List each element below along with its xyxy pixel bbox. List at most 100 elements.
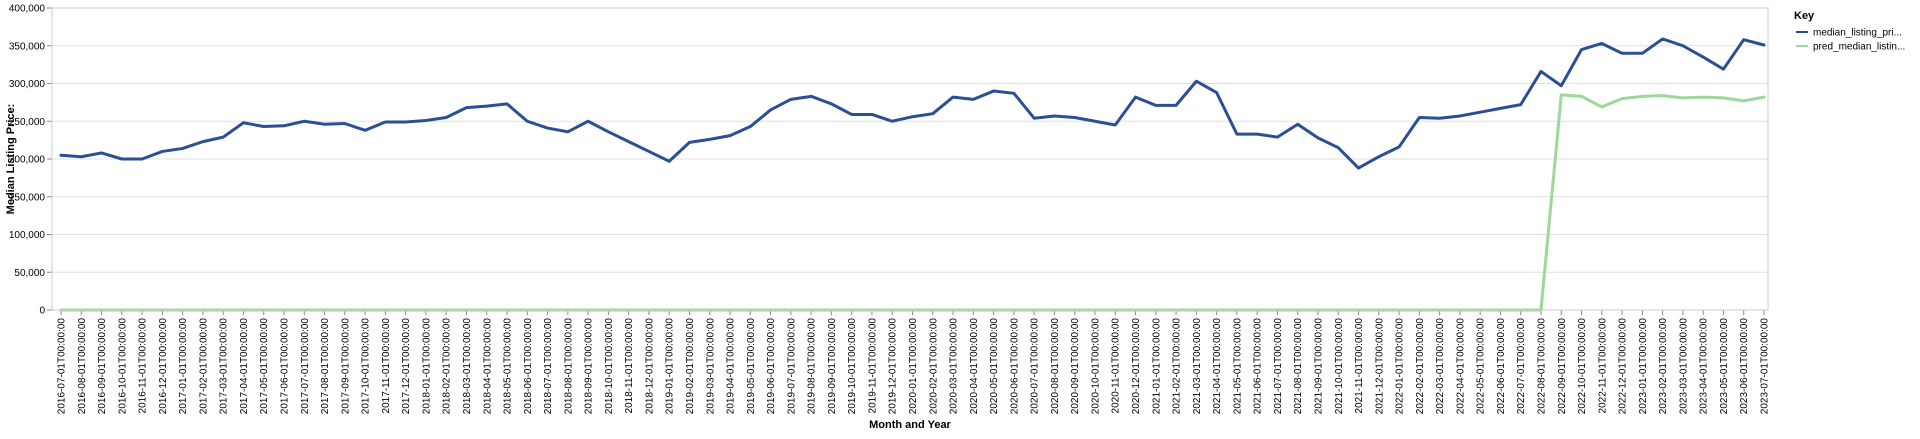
x-tick-label: 2023-07-01T00:00:00 bbox=[1760, 318, 1771, 415]
x-tick-label: 2023-02-01T00:00:00 bbox=[1658, 318, 1669, 415]
x-tick-label: 2017-09-01T00:00:00 bbox=[340, 318, 351, 415]
x-tick-label: 2022-05-01T00:00:00 bbox=[1476, 318, 1487, 415]
x-tick-label: 2022-02-01T00:00:00 bbox=[1415, 318, 1426, 415]
x-tick-label: 2017-10-01T00:00:00 bbox=[361, 318, 372, 415]
x-tick-label: 2021-02-01T00:00:00 bbox=[1172, 318, 1183, 415]
x-tick-label: 2020-05-01T00:00:00 bbox=[989, 318, 1000, 415]
y-tick-label: 50,000 bbox=[14, 268, 45, 279]
x-tick-label: 2019-03-01T00:00:00 bbox=[705, 318, 716, 415]
x-tick-label: 2019-12-01T00:00:00 bbox=[888, 318, 899, 415]
x-tick-label: 2020-04-01T00:00:00 bbox=[969, 318, 980, 415]
x-tick-label: 2020-09-01T00:00:00 bbox=[1070, 318, 1081, 415]
x-tick-label: 2017-07-01T00:00:00 bbox=[300, 318, 311, 415]
x-tick-label: 2018-12-01T00:00:00 bbox=[644, 318, 655, 415]
series-lines bbox=[59, 37, 1766, 312]
x-tick-label: 2019-08-01T00:00:00 bbox=[807, 318, 818, 415]
x-tick-label: 2018-11-01T00:00:00 bbox=[624, 318, 635, 414]
x-tick-label: 2020-06-01T00:00:00 bbox=[1009, 318, 1020, 415]
x-tick-label: 2020-08-01T00:00:00 bbox=[1050, 318, 1061, 415]
legend-title: Key bbox=[1794, 10, 1815, 22]
legend-label: pred_median_listin... bbox=[1813, 42, 1905, 53]
x-tick-label: 2018-07-01T00:00:00 bbox=[543, 318, 554, 415]
x-tick-label: 2020-07-01T00:00:00 bbox=[1030, 318, 1041, 415]
x-tick-label: 2021-05-01T00:00:00 bbox=[1232, 318, 1243, 415]
x-tick-label: 2019-02-01T00:00:00 bbox=[685, 318, 696, 415]
x-tick-label: 2020-03-01T00:00:00 bbox=[949, 318, 960, 415]
plot-frame bbox=[51, 7, 1769, 311]
x-tick-label: 2018-01-01T00:00:00 bbox=[421, 318, 432, 415]
x-tick-label: 2018-09-01T00:00:00 bbox=[584, 318, 595, 415]
x-axis-ticks: 2016-07-01T00:00:00 2016-08-01T00:00:00 20… bbox=[57, 310, 1771, 414]
x-tick-label: 2019-10-01T00:00:00 bbox=[847, 318, 858, 415]
x-tick-label: 2023-06-01T00:00:00 bbox=[1739, 318, 1750, 415]
x-tick-label: 2016-08-01T00:00:00 bbox=[77, 318, 88, 415]
x-tick-label: 2021-08-01T00:00:00 bbox=[1293, 318, 1304, 415]
y-tick-label: 300,000 bbox=[9, 79, 46, 90]
x-tick-label: 2020-11-01T00:00:00 bbox=[1111, 318, 1122, 414]
x-tick-label: 2016-12-01T00:00:00 bbox=[158, 318, 169, 415]
y-axis-ticks: 0 50,000 100,000 150,000 200,000 250,000 300,0… bbox=[9, 4, 52, 317]
x-tick-label: 2017-05-01T00:00:00 bbox=[259, 318, 270, 415]
x-tick-label: 2016-09-01T00:00:00 bbox=[97, 318, 108, 415]
y-tick-label: 250,000 bbox=[9, 117, 46, 128]
x-axis-title: Month and Year bbox=[869, 419, 951, 431]
series-line-1 bbox=[59, 93, 1766, 312]
legend-items: median_listing_pri... pred_median_listin.… bbox=[1796, 28, 1905, 53]
x-tick-label: 2018-10-01T00:00:00 bbox=[604, 318, 615, 415]
x-tick-label: 2020-12-01T00:00:00 bbox=[1131, 318, 1142, 415]
x-tick-label: 2019-04-01T00:00:00 bbox=[726, 318, 737, 415]
x-tick-label: 2019-09-01T00:00:00 bbox=[827, 318, 838, 415]
x-tick-label: 2017-06-01T00:00:00 bbox=[280, 318, 291, 415]
x-tick-label: 2018-08-01T00:00:00 bbox=[563, 318, 574, 415]
y-axis-title: Median Listing Price: bbox=[5, 104, 17, 215]
x-tick-label: 2022-07-01T00:00:00 bbox=[1516, 318, 1527, 415]
x-tick-label: 2021-09-01T00:00:00 bbox=[1313, 318, 1324, 415]
x-tick-label: 2016-07-01T00:00:00 bbox=[57, 318, 68, 415]
x-tick-label: 2021-12-01T00:00:00 bbox=[1374, 318, 1385, 415]
x-tick-label: 2019-01-01T00:00:00 bbox=[665, 318, 676, 415]
x-tick-label: 2016-11-01T00:00:00 bbox=[138, 318, 149, 414]
x-tick-label: 2017-01-01T00:00:00 bbox=[178, 318, 189, 415]
y-tick-label: 0 bbox=[39, 306, 45, 317]
x-tick-label: 2019-05-01T00:00:00 bbox=[746, 318, 757, 415]
x-tick-label: 2022-03-01T00:00:00 bbox=[1435, 318, 1446, 415]
x-tick-label: 2017-12-01T00:00:00 bbox=[401, 318, 412, 415]
x-tick-label: 2022-10-01T00:00:00 bbox=[1577, 318, 1588, 415]
x-tick-label: 2021-11-01T00:00:00 bbox=[1354, 318, 1365, 414]
y-tick-label: 350,000 bbox=[9, 41, 46, 52]
series-line-0 bbox=[59, 37, 1766, 170]
x-tick-label: 2022-01-01T00:00:00 bbox=[1395, 318, 1406, 415]
x-tick-label: 2021-03-01T00:00:00 bbox=[1192, 318, 1203, 415]
x-tick-label: 2020-01-01T00:00:00 bbox=[908, 318, 919, 415]
x-tick-label: 2023-01-01T00:00:00 bbox=[1638, 318, 1649, 415]
x-tick-label: 2017-03-01T00:00:00 bbox=[219, 318, 230, 415]
x-tick-label: 2021-01-01T00:00:00 bbox=[1151, 318, 1162, 415]
x-tick-label: 2020-10-01T00:00:00 bbox=[1090, 318, 1101, 415]
x-tick-label: 2017-02-01T00:00:00 bbox=[198, 318, 209, 415]
x-tick-label: 2022-12-01T00:00:00 bbox=[1618, 318, 1629, 415]
y-tick-label: 200,000 bbox=[9, 155, 46, 166]
y-tick-label: 150,000 bbox=[9, 192, 46, 203]
x-tick-label: 2021-07-01T00:00:00 bbox=[1273, 318, 1284, 415]
x-tick-label: 2021-10-01T00:00:00 bbox=[1334, 318, 1345, 415]
x-tick-label: 2022-08-01T00:00:00 bbox=[1536, 318, 1547, 415]
x-tick-label: 2018-03-01T00:00:00 bbox=[462, 318, 473, 415]
x-tick-label: 2021-06-01T00:00:00 bbox=[1253, 318, 1264, 415]
x-tick-label: 2018-02-01T00:00:00 bbox=[442, 318, 453, 415]
x-tick-label: 2023-05-01T00:00:00 bbox=[1719, 318, 1730, 415]
x-tick-label: 2020-02-01T00:00:00 bbox=[928, 318, 939, 415]
x-tick-label: 2019-07-01T00:00:00 bbox=[786, 318, 797, 415]
x-tick-label: 2022-06-01T00:00:00 bbox=[1496, 318, 1507, 415]
x-tick-label: 2018-06-01T00:00:00 bbox=[523, 318, 534, 415]
y-tick-label: 400,000 bbox=[9, 4, 46, 15]
x-tick-label: 2021-04-01T00:00:00 bbox=[1212, 318, 1223, 415]
x-tick-label: 2019-11-01T00:00:00 bbox=[867, 318, 878, 414]
legend: Key median_listing_pri... pred_median_lis… bbox=[1794, 10, 1905, 53]
x-tick-label: 2018-05-01T00:00:00 bbox=[503, 318, 514, 415]
legend-label: median_listing_pri... bbox=[1813, 28, 1902, 39]
x-tick-label: 2017-08-01T00:00:00 bbox=[320, 318, 331, 415]
gridlines bbox=[52, 7, 1768, 311]
x-tick-label: 2019-06-01T00:00:00 bbox=[766, 318, 777, 415]
